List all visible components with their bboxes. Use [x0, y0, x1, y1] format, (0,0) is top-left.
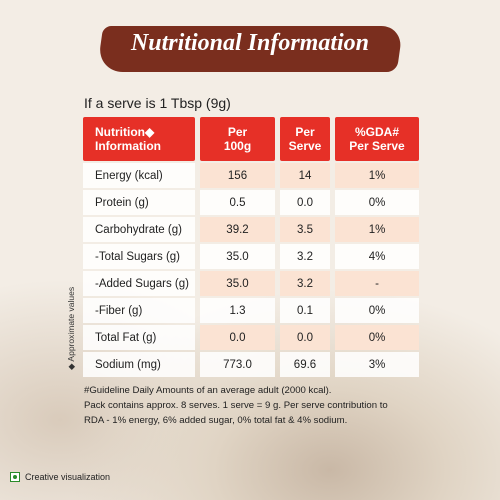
- header-cell: Per 100g: [200, 117, 275, 161]
- table-cell: -: [335, 271, 419, 296]
- table-cell: 39.2: [200, 217, 275, 242]
- title: Nutritional Information: [130, 30, 370, 56]
- table-cell: Protein (g): [83, 190, 195, 215]
- table-cell: 69.6: [280, 352, 330, 377]
- subtitle: If a serve is 1 Tbsp (9g): [84, 95, 231, 111]
- table-cell: 1.3: [200, 298, 275, 323]
- nutrition-table: Nutrition◆ Information Per 100g Per Serve %GDA…: [83, 117, 419, 379]
- table-cell: Energy (kcal): [83, 163, 195, 188]
- table-cell: 3.5: [280, 217, 330, 242]
- header-cell: %GDA# Per Serve: [335, 117, 419, 161]
- table-cell: 0%: [335, 325, 419, 350]
- table-row: Sodium (mg) 773.0 69.6 3%: [83, 352, 419, 377]
- table-cell: 0.0: [280, 325, 330, 350]
- table-cell: 0.1: [280, 298, 330, 323]
- footnote-line: RDA - 1% energy, 6% added sugar, 0% tota…: [84, 415, 348, 426]
- table-row: -Added Sugars (g) 35.0 3.2-: [83, 271, 419, 296]
- table-row: Total Fat (g) 0.0 0.0 0%: [83, 325, 419, 350]
- header-row: Nutrition◆ Information Per 100g Per Serve %GDA…: [83, 117, 419, 161]
- badge-text: Creative visualization: [25, 472, 111, 482]
- footnote-line: Pack contains approx. 8 serves. 1 serve …: [84, 400, 388, 411]
- side-note: ◆ Approximate values: [66, 286, 76, 370]
- veg-icon: [10, 472, 20, 482]
- header-line: Nutrition◆: [95, 125, 155, 139]
- badge: Creative visualization: [10, 472, 110, 482]
- header-line: Information: [95, 139, 161, 153]
- table-cell: 1%: [335, 163, 419, 188]
- table-cell: 3%: [335, 352, 419, 377]
- table-cell: 0.0: [280, 190, 330, 215]
- table-cell: 35.0: [200, 244, 275, 269]
- table-cell: Sodium (mg): [83, 352, 195, 377]
- table-cell: 0.0: [200, 325, 275, 350]
- table-cell: 773.0: [200, 352, 275, 377]
- header-line: %GDA#: [354, 125, 399, 139]
- header-line: Per: [295, 125, 315, 139]
- header-cell: Per Serve: [280, 117, 330, 161]
- footnote: #Guideline Daily Amounts of an average a…: [84, 383, 388, 428]
- table-cell: 3.2: [280, 271, 330, 296]
- table-cell: Carbohydrate (g): [83, 217, 195, 242]
- table-cell: -Total Sugars (g): [83, 244, 195, 269]
- table-cell: Total Fat (g): [83, 325, 195, 350]
- table-cell: 14: [280, 163, 330, 188]
- header-line: Per Serve: [349, 139, 405, 153]
- table-row: Protein (g) 0.5 0.0 0%: [83, 190, 419, 215]
- table-cell: 0.5: [200, 190, 275, 215]
- table-row: -Fiber (g) 1.3 0.1 0%: [83, 298, 419, 323]
- header-line: 100g: [223, 139, 252, 153]
- table-cell: 3.2: [280, 244, 330, 269]
- table-cell: 156: [200, 163, 275, 188]
- table-row: Energy (kcal) 156 14 1%: [83, 163, 419, 188]
- table-cell: 35.0: [200, 271, 275, 296]
- table-row: -Total Sugars (g) 35.0 3.2 4%: [83, 244, 419, 269]
- footnote-line: #Guideline Daily Amounts of an average a…: [84, 385, 332, 396]
- header-cell: Nutrition◆ Information: [83, 117, 195, 161]
- table-row: Carbohydrate (g) 39.2 3.5 1%: [83, 217, 419, 242]
- header-line: Per: [227, 125, 248, 139]
- table-cell: 1%: [335, 217, 419, 242]
- table-cell: 0%: [335, 298, 419, 323]
- table-cell: 4%: [335, 244, 419, 269]
- table-cell: -Added Sugars (g): [83, 271, 195, 296]
- table-cell: 0%: [335, 190, 419, 215]
- header-line: Serve: [288, 139, 322, 153]
- table-cell: -Fiber (g): [83, 298, 195, 323]
